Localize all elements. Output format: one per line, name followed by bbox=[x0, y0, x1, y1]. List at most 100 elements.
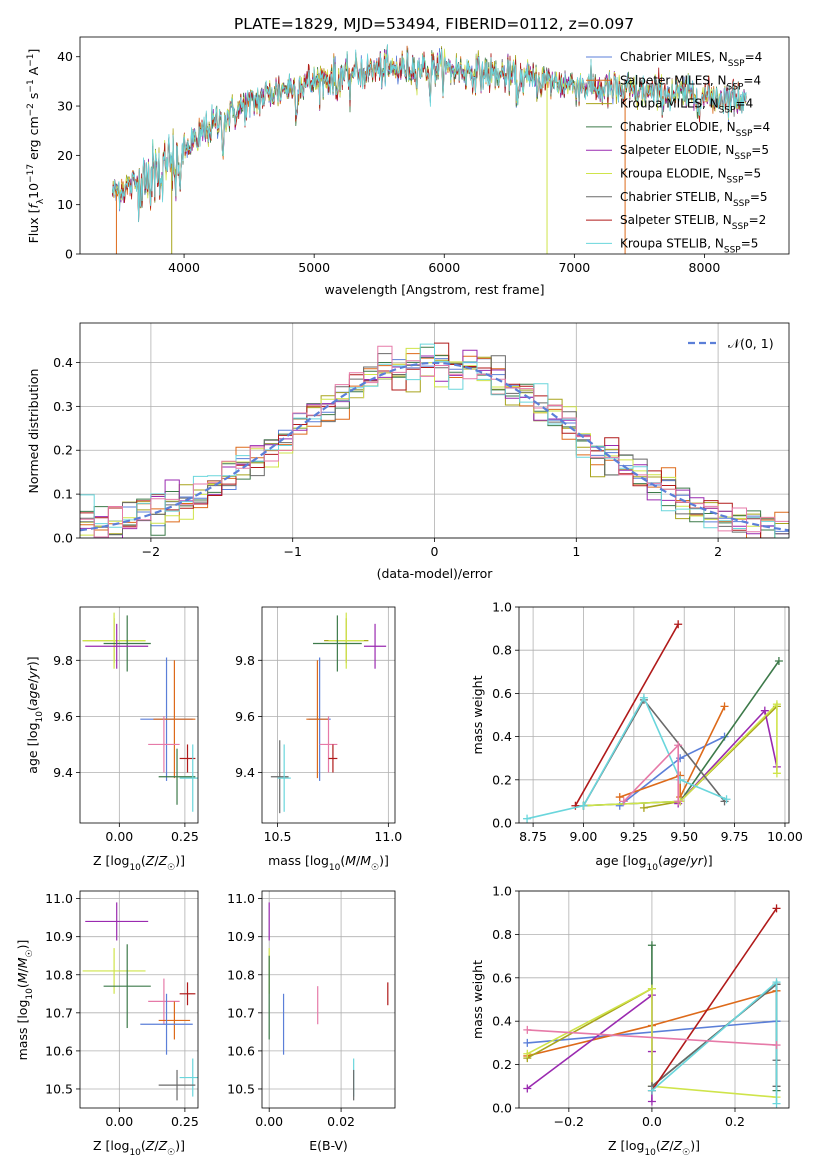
weight-marker bbox=[639, 803, 648, 812]
weight-marker bbox=[674, 741, 683, 750]
x-tick-label: 0.00 bbox=[105, 1114, 133, 1129]
errorbar-point bbox=[103, 944, 151, 1029]
y-tick-label: 10.5 bbox=[227, 1081, 255, 1096]
errorbar-point bbox=[85, 902, 149, 941]
y-tick-label: 0.2 bbox=[492, 772, 512, 787]
weight_vs_Z-panel: −0.2 0.0 0.2 0.0 0.2 0.4 0.6 0.8 1.0 Z [log10(Z/Z… bbox=[470, 884, 790, 1158]
y-tick-label: 30 bbox=[57, 99, 73, 114]
weight-marker bbox=[523, 1038, 532, 1047]
weight-line-pink bbox=[623, 743, 679, 802]
x-tick-label: 0.02 bbox=[327, 1114, 355, 1129]
plot-frame bbox=[79, 606, 199, 824]
y-tick-label: 0.6 bbox=[492, 970, 512, 985]
x-tick-label: 0.00 bbox=[105, 829, 133, 844]
plot-frame bbox=[518, 606, 790, 824]
y-tick-label: 11.0 bbox=[45, 891, 73, 906]
y-tick-label: 9.8 bbox=[53, 653, 73, 668]
x-tick-label: −2 bbox=[142, 544, 160, 559]
mass_vs_EBV-panel: 0.00 0.02 10.5 10.6 10.7 10.8 10.9 11.0 E(B-V) bbox=[227, 890, 396, 1153]
weight-marker bbox=[619, 797, 628, 806]
errorbar-point bbox=[319, 716, 338, 773]
y-tick-label: 20 bbox=[57, 148, 73, 163]
x-tick-label: 0 bbox=[431, 544, 439, 559]
errorbar-point bbox=[148, 716, 180, 773]
y-tick-label: 0.2 bbox=[492, 1057, 512, 1072]
y-tick-label: 9.4 bbox=[53, 765, 73, 780]
y-tick-label: 10.8 bbox=[45, 967, 73, 982]
errorbar-point bbox=[158, 1001, 191, 1040]
x-tick-label: 0.00 bbox=[255, 1114, 283, 1129]
y-tick-label: 0.8 bbox=[492, 927, 512, 942]
y-tick-label: 0.0 bbox=[492, 816, 512, 831]
plot-frame bbox=[79, 322, 790, 539]
errorbar-point bbox=[179, 744, 198, 812]
legend-entry: Salpeter STELIB, NSSP=2 bbox=[620, 213, 766, 232]
weight-marker bbox=[523, 1025, 532, 1034]
x-tick-label: 8.75 bbox=[519, 829, 547, 844]
y-tick-label: 11.0 bbox=[227, 891, 255, 906]
histograms bbox=[80, 342, 789, 538]
spectrum-lines bbox=[112, 44, 747, 254]
x-axis-label: (data-model)/error bbox=[377, 566, 494, 581]
x-tick-label: 2 bbox=[714, 544, 722, 559]
y-tick-label: 0.3 bbox=[53, 399, 73, 414]
histogram-kroupa-stelib bbox=[80, 343, 789, 538]
legend-entry: Kroupa STELIB, NSSP=5 bbox=[620, 236, 758, 255]
weight-marker bbox=[760, 706, 769, 715]
y-axis-label: mass weight bbox=[470, 960, 485, 1039]
weight-marker bbox=[772, 1041, 781, 1050]
weight-marker bbox=[523, 1049, 532, 1058]
x-axis-label: age [log10(age/yr)] bbox=[595, 853, 712, 873]
y-axis-label: Flux [fλ10−17 erg cm−2 s−1 A−1] bbox=[26, 49, 46, 244]
y-tick-label: 10.6 bbox=[227, 1043, 255, 1058]
weight-marker bbox=[579, 801, 588, 810]
errorbar-point bbox=[82, 612, 146, 669]
y-axis-label: age [log10(age/yr)] bbox=[25, 656, 45, 773]
x-tick-label: 5000 bbox=[298, 260, 330, 275]
y-tick-label: 10.9 bbox=[45, 929, 73, 944]
errorbar-point bbox=[277, 744, 291, 812]
y-tick-label: 0.4 bbox=[492, 1014, 512, 1029]
errorbar-point bbox=[140, 993, 193, 1055]
y-tick-label: 10.5 bbox=[45, 1081, 73, 1096]
weight-marker bbox=[722, 795, 731, 804]
legend-entry: Kroupa MILES, NSSP=4 bbox=[620, 97, 753, 116]
plot-frame bbox=[79, 890, 199, 1109]
x-axis-label: Z [log10(Z/Z☉)] bbox=[93, 1138, 185, 1158]
y-tick-label: 0.4 bbox=[492, 729, 512, 744]
y-tick-label: 10.8 bbox=[227, 967, 255, 982]
weight-marker bbox=[772, 769, 781, 778]
weight-marker bbox=[774, 657, 783, 665]
y-tick-label: 0.4 bbox=[53, 355, 73, 370]
errorbar-point bbox=[306, 660, 329, 779]
plot-frame bbox=[261, 606, 396, 824]
y-axis-label: mass [log10(M/M☉)] bbox=[15, 940, 35, 1061]
weight-line-chabrier-elodie bbox=[651, 945, 778, 1091]
weight-marker bbox=[523, 814, 532, 823]
plot-frame bbox=[518, 890, 790, 1109]
age_vs_Z-panel: 0.00 0.25 9.4 9.6 9.8 Z [log10(Z/Z☉)] age [log… bbox=[25, 606, 199, 873]
errorbars bbox=[82, 612, 198, 812]
weight_vs_age-panel: 8.75 9.00 9.25 9.50 9.75 10.00 0.0 0.2 0.4 0.6 0.8… bbox=[470, 600, 803, 874]
y-tick-label: 0 bbox=[65, 247, 73, 262]
x-tick-label: −1 bbox=[283, 544, 301, 559]
x-axis-label: Z [log10(Z/Z☉)] bbox=[93, 853, 185, 873]
weight-marker bbox=[639, 693, 648, 702]
errorbar-point bbox=[158, 748, 196, 805]
legend-entry: 𝒩(0, 1) bbox=[728, 336, 774, 351]
legend-entry: Chabrier STELIB, NSSP=5 bbox=[620, 190, 768, 209]
spectrum-panel: 4000 5000 6000 7000 8000 0 10 20 30 40 Chabrier MI… bbox=[26, 36, 790, 297]
x-tick-label: 8000 bbox=[689, 260, 721, 275]
errorbar-point bbox=[153, 660, 196, 779]
weight-line-salpeter-miles bbox=[619, 706, 726, 798]
weight-marker bbox=[674, 620, 683, 629]
y-tick-label: 0.2 bbox=[53, 443, 73, 458]
y-tick-label: 0.6 bbox=[492, 686, 512, 701]
x-tick-label: 9.75 bbox=[721, 829, 749, 844]
weight-line-pink bbox=[527, 1029, 777, 1046]
x-axis-label: Z [log10(Z/Z☉)] bbox=[608, 1138, 700, 1158]
weight-line-kroupa-elodie bbox=[583, 702, 778, 807]
weight-line-salpeter-stelib bbox=[651, 907, 778, 1092]
weight-marker bbox=[615, 801, 624, 810]
errorbars bbox=[82, 902, 198, 1101]
